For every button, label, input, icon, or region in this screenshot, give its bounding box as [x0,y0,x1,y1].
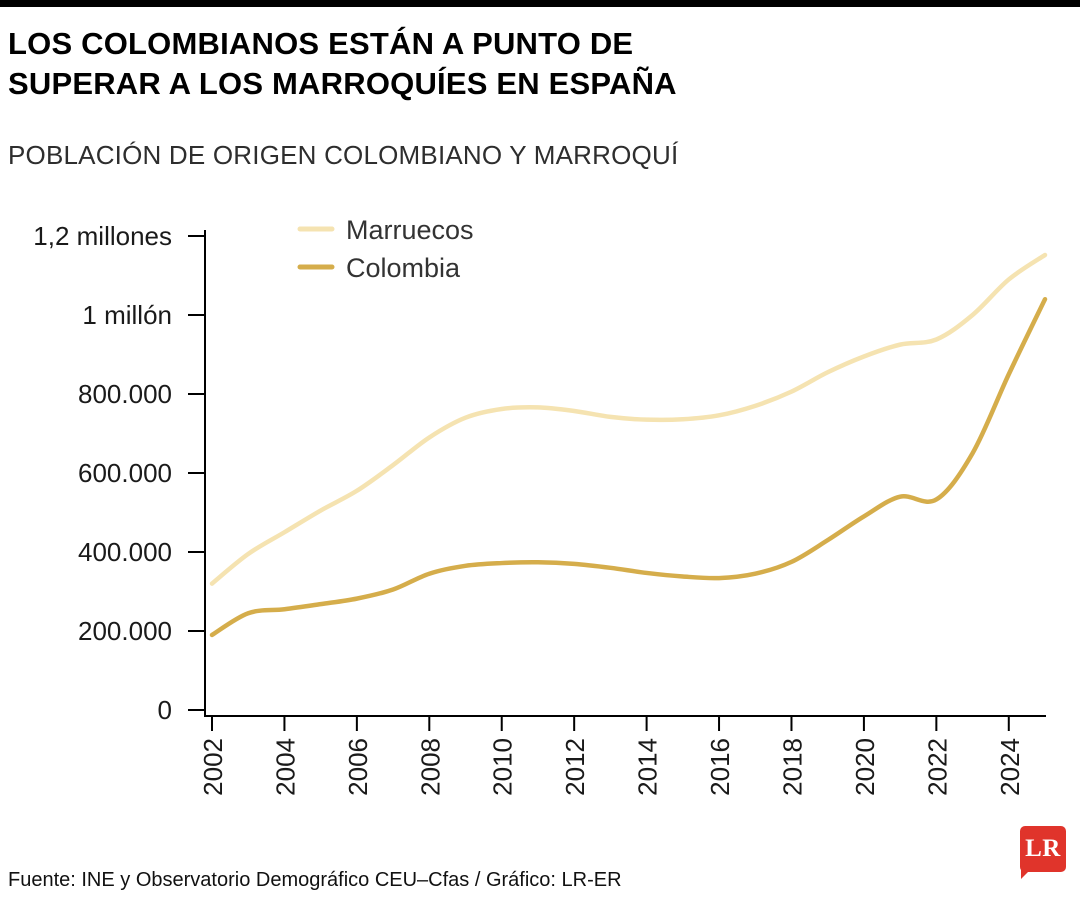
x-tick-label: 2010 [488,738,518,796]
page-title: LOS COLOMBIANOS ESTÁN A PUNTO DE SUPERAR… [8,24,677,104]
y-tick-label: 600.000 [78,458,172,488]
legend-label-marruecos: Marruecos [346,215,474,245]
x-tick-label: 2016 [705,738,735,796]
y-tick-label: 1 millón [82,300,172,330]
y-tick-label: 400.000 [78,537,172,567]
x-tick-label: 2014 [633,738,663,796]
x-tick-label: 2024 [995,738,1025,796]
x-tick-label: 2006 [343,738,373,796]
top-accent-bar [0,0,1080,7]
x-tick-label: 2020 [850,738,880,796]
lr-logo: LR [1020,826,1066,879]
x-tick-label: 2018 [777,738,807,796]
x-tick-label: 2008 [415,738,445,796]
series-line-marruecos [209,252,1048,586]
y-tick-label: 0 [158,695,172,725]
x-tick-label: 2004 [270,738,300,796]
source-credit: Fuente: INE y Observatorio Demográfico C… [8,869,622,891]
legend-label-colombia: Colombia [346,253,461,283]
y-tick-label: 800.000 [78,379,172,409]
y-tick-label: 200.000 [78,616,172,646]
chart-subtitle: POBLACIÓN DE ORIGEN COLOMBIANO Y MARROQU… [8,140,679,170]
series-line-colombia [209,296,1048,638]
title-line-2: SUPERAR A LOS MARROQUÍES EN ESPAÑA [8,66,677,101]
lr-logo-text: LR [1025,835,1061,862]
x-tick-label: 2012 [560,738,590,796]
title-line-1: LOS COLOMBIANOS ESTÁN A PUNTO DE [8,26,634,61]
y-tick-label: 1,2 millones [33,221,172,251]
x-tick-label: 2022 [922,738,952,796]
x-tick-label: 2002 [198,738,228,796]
